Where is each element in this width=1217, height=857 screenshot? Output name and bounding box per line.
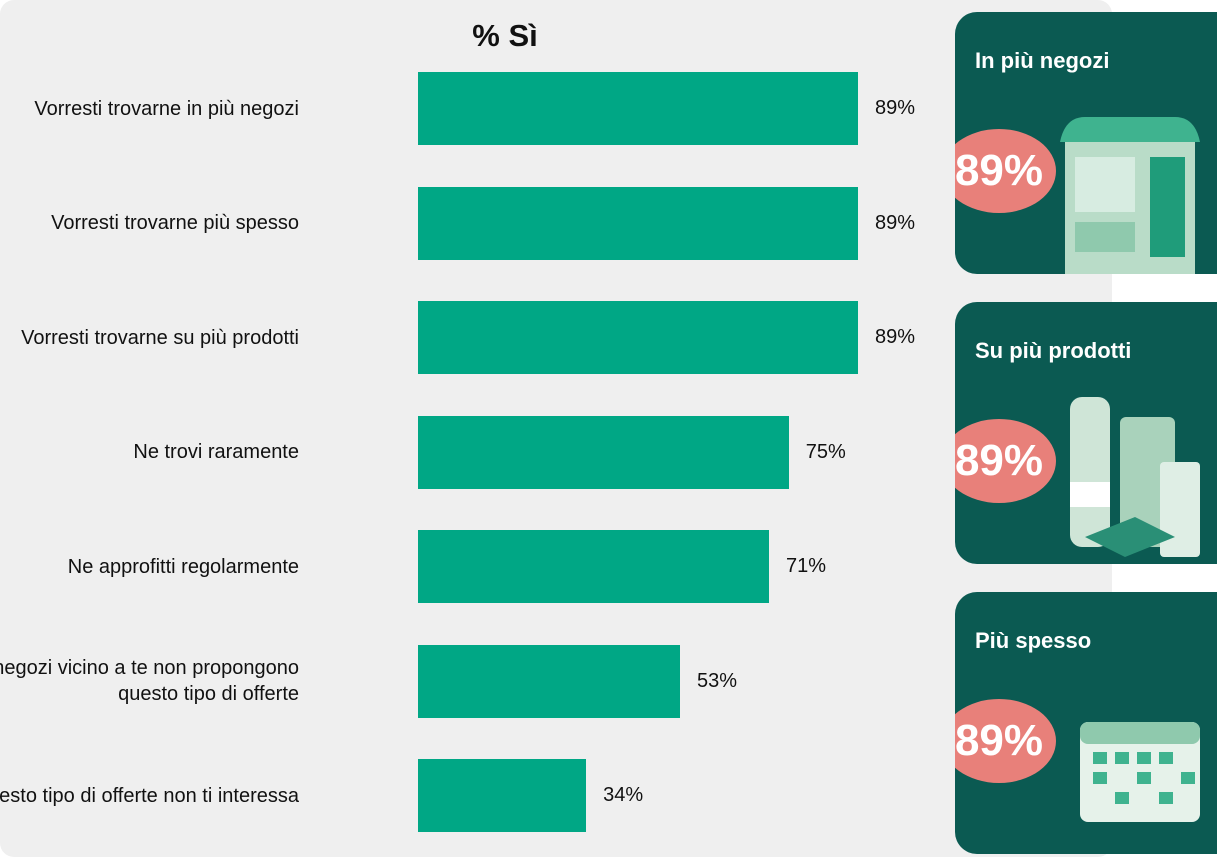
category-label: Vorresti trovarne su più prodotti: [21, 326, 299, 349]
card-value: 89%: [955, 129, 1056, 213]
value-label: 34%: [603, 784, 644, 806]
value-label: 89%: [875, 211, 916, 234]
bar: [418, 644, 681, 718]
card-title: In più negozi: [975, 48, 1110, 73]
products-icon: [1070, 397, 1200, 557]
card-value: 89%: [955, 699, 1056, 783]
value-label: 53%: [697, 669, 738, 692]
chart-title: % Sì: [472, 18, 538, 53]
category-label: Vorresti trovarne più spesso: [51, 212, 299, 234]
bar: [418, 72, 858, 145]
store-icon: [1060, 117, 1200, 274]
bar: [418, 186, 858, 260]
card: Su più prodotti 89%: [955, 302, 1217, 564]
value-label: 75%: [805, 440, 846, 463]
bar: [418, 301, 858, 374]
card-value: 89%: [955, 419, 1056, 503]
chart-panel: % Sì Vorresti trovarne in più negozi 89% V…: [0, 0, 1112, 857]
value-label: 89%: [875, 97, 916, 119]
category-label: Ne trovi raramente: [133, 441, 299, 463]
card-title: Più spesso: [975, 628, 1092, 653]
category-label: Questo tipo di offerte non ti interessa: [0, 784, 299, 807]
bar: [418, 415, 789, 489]
card-title: Su più prodotti: [975, 338, 1132, 363]
value-label: 71%: [786, 555, 827, 577]
category-label: Vorresti trovarne in più negozi: [34, 97, 299, 120]
category-label: I negozi vicino a te non propongono ques…: [0, 657, 299, 705]
bar: [418, 759, 587, 832]
value-label: 89%: [875, 326, 916, 348]
card: In più negozi 89%: [955, 12, 1217, 274]
card: Più spesso 89%: [955, 592, 1217, 854]
category-label: Ne approfitti regolarmente: [67, 555, 299, 578]
bar: [418, 530, 769, 603]
calendar-icon: [1080, 722, 1200, 822]
